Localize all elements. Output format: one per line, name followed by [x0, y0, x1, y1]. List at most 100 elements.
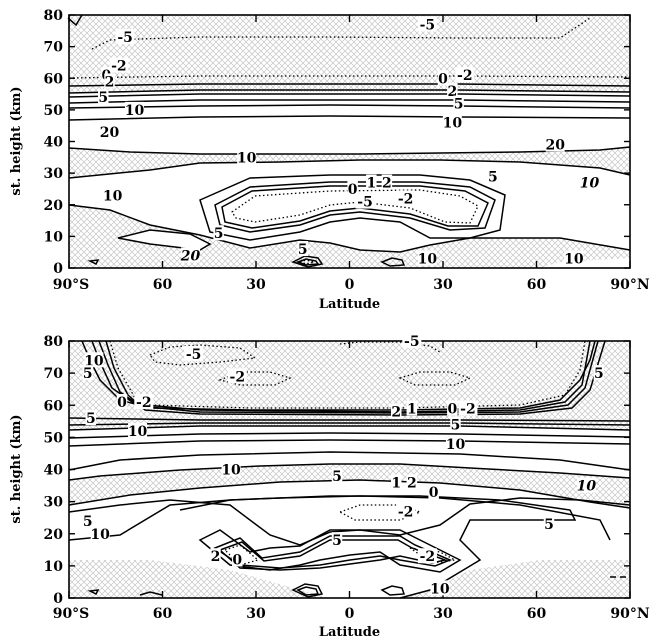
contour-line [87, 259, 100, 266]
contour-label-bg [237, 149, 257, 165]
contour-label-bg [430, 580, 450, 596]
contour-label: 20 [100, 125, 120, 141]
contour-label-bg [402, 333, 422, 348]
contour-label-bg [134, 394, 154, 410]
contour-label-bg [347, 180, 358, 196]
contour-line [68, 451, 631, 471]
contour-label-bg [381, 174, 393, 190]
contour-label-bg [221, 461, 241, 477]
contour-line [91, 17, 591, 50]
y-tick-label: 50 [44, 103, 64, 119]
contour-label-bg [458, 400, 478, 416]
contour-label: 0 [348, 182, 358, 198]
contour-label-bg [391, 474, 402, 490]
contour-line [68, 497, 631, 546]
contour-label-bg [98, 89, 109, 105]
y-tick-label: 70 [44, 40, 64, 56]
contour-label-bg [85, 410, 97, 426]
contour-label: 1 [366, 176, 376, 192]
contour-label: 5 [83, 366, 93, 382]
contour-label-bg [543, 516, 555, 532]
contour-line [398, 371, 472, 386]
contour-line [198, 529, 462, 573]
contour-label-bg [109, 57, 129, 73]
contour-line [68, 417, 631, 422]
contour-label: 5 [454, 97, 464, 113]
contour-label-bg [564, 250, 584, 266]
contour-label: 5 [298, 242, 308, 258]
contour-label-bg [396, 503, 416, 519]
contour-label: 10 [237, 150, 257, 166]
y-axis-title: st. height (km) [9, 86, 24, 195]
contour-label: -2 [457, 68, 473, 84]
contour-line [214, 181, 496, 233]
contour-label-bg [391, 403, 402, 419]
contour-label: 2 [105, 74, 115, 90]
y-tick-label: 60 [44, 71, 64, 87]
contour-line [380, 257, 406, 267]
contour-label: 5 [86, 411, 96, 427]
contour-line [68, 479, 631, 509]
contour-label: -2 [398, 191, 414, 207]
contour-line [297, 259, 315, 265]
y-tick-label: 30 [44, 495, 64, 511]
contour-label-bg [487, 168, 499, 184]
clear-region-bottom-right [540, 258, 630, 268]
contour-label: 0 [447, 401, 457, 417]
contour-label: 2 [211, 549, 221, 565]
x-tick-label: 60 [153, 277, 173, 293]
contour-label: 5 [214, 226, 224, 242]
y-tick-label: 20 [44, 198, 64, 214]
contour-label-bg [450, 416, 461, 432]
contour-label: -2 [420, 549, 436, 565]
contour-label: 10 [443, 116, 463, 132]
y-tick-label: 20 [44, 527, 64, 543]
contour-line [109, 340, 586, 409]
contour-line [91, 340, 591, 413]
contour-label: 10 [103, 188, 123, 204]
contour-line [179, 495, 577, 599]
contour-line [139, 591, 163, 596]
contour-label-bg [100, 124, 120, 140]
clear-region-upper [69, 92, 630, 154]
contour-lines-top [67, 14, 631, 268]
contour-label: 2 [382, 176, 392, 192]
x-tick-label: 30 [246, 277, 266, 293]
contour-label-bg [115, 29, 135, 45]
contour-label: 5 [544, 517, 554, 533]
contour-label: 0 [438, 71, 448, 87]
contour-label: -2 [398, 504, 414, 520]
clear-region-mid [69, 480, 630, 598]
contour-line [221, 185, 489, 229]
contour-label-bg [428, 483, 439, 499]
contour-line [98, 340, 599, 414]
contour-line [68, 104, 631, 109]
x-axis-title: Latitude [319, 625, 380, 640]
y-tick-label: 0 [53, 591, 63, 607]
x-tick-label: 60 [527, 277, 547, 293]
contour-label: 0 [232, 552, 242, 568]
contour-line [68, 83, 631, 87]
contour-label: 5 [594, 366, 604, 382]
y-tick-label: 40 [44, 135, 64, 151]
contour-label: -5 [357, 195, 373, 211]
contour-label: 5 [332, 469, 342, 485]
contour-label: -2 [136, 395, 152, 411]
contour-line [291, 255, 324, 268]
contour-label: -5 [117, 30, 133, 46]
contour-label: 5 [98, 90, 108, 106]
contour-label-bg [455, 67, 475, 83]
contour-label: 10 [418, 252, 438, 268]
contour-label-bg [210, 548, 221, 564]
contour-label: 1 [391, 475, 401, 491]
contour-label: -2 [230, 369, 246, 385]
negative-contours-top [68, 17, 631, 265]
x-tick-label: 30 [246, 606, 266, 622]
contour-label: 1 [407, 401, 417, 417]
contour-label-bg [447, 82, 458, 98]
contour-line [117, 229, 212, 251]
contour-label: 0 [117, 395, 127, 411]
contour-label: 5 [451, 418, 461, 434]
contour-label-bg [331, 532, 343, 548]
contour-line [291, 583, 324, 598]
